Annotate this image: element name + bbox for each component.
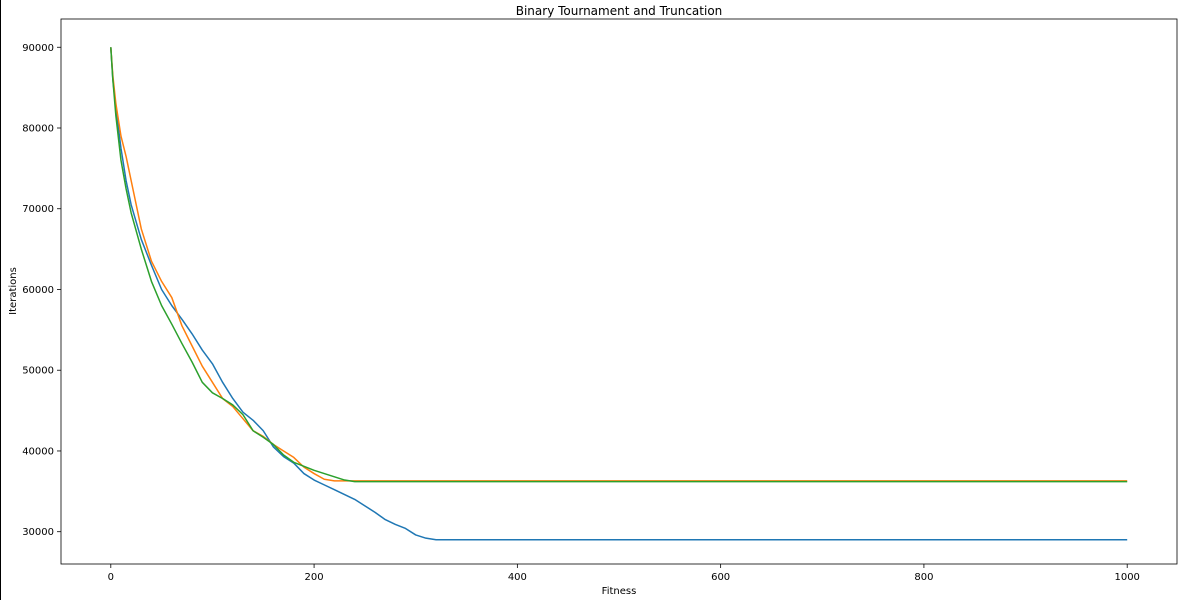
series-layer	[110, 47, 1128, 541]
left-edge-rule	[0, 0, 1, 600]
y-tick-label: 50000	[22, 366, 54, 377]
y-tick-label: 40000	[22, 446, 54, 457]
y-tick-label: 30000	[22, 527, 54, 538]
series-line-1	[110, 47, 1128, 541]
y-tick-label: 70000	[22, 204, 54, 215]
x-axis-label: Fitness	[602, 586, 637, 597]
x-tick-label: 200	[305, 572, 324, 583]
chart-title: Binary Tournament and Truncation	[516, 4, 723, 18]
plot-frame	[60, 18, 1178, 565]
x-axis: 0 200 400 600 800 1000	[108, 564, 1140, 583]
y-axis-label: Iterations	[8, 267, 19, 315]
y-tick-label: 60000	[22, 285, 54, 296]
series-line-3	[110, 47, 1128, 483]
y-axis: 30000 40000 50000 60000 70000 80000 90000	[22, 43, 61, 538]
series-line-2	[110, 47, 1128, 482]
x-tick-label: 1000	[1114, 572, 1139, 583]
x-tick-label: 400	[508, 572, 527, 583]
x-tick-label: 800	[914, 572, 933, 583]
y-tick-label: 90000	[22, 43, 54, 54]
x-tick-label: 0	[108, 572, 114, 583]
x-tick-label: 600	[711, 572, 730, 583]
y-tick-label: 80000	[22, 124, 54, 135]
